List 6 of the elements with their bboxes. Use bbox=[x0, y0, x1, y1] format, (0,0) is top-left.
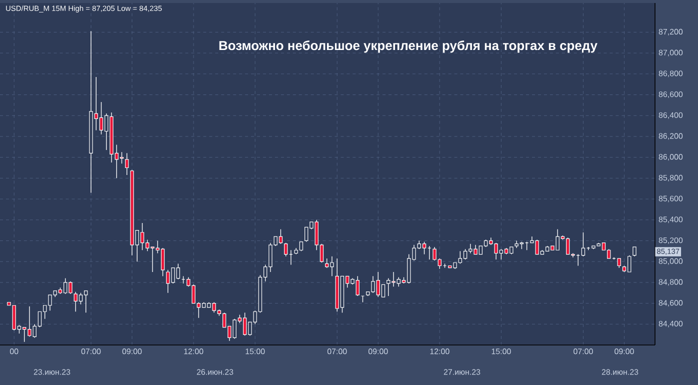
candlestick bbox=[617, 258, 621, 268]
candlestick bbox=[632, 246, 636, 257]
candlestick bbox=[125, 152, 129, 176]
candlestick bbox=[581, 232, 586, 257]
text: Возможно небольшое укрепление рубля на торгах в среду bbox=[219, 40, 598, 53]
candlestick bbox=[284, 242, 288, 257]
